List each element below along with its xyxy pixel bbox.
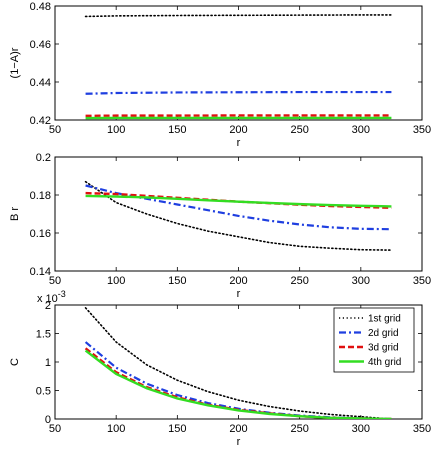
scale-exponent: -3	[58, 289, 66, 299]
x-tick-label: 150	[168, 423, 186, 435]
chart-panel-2: 50 100 150 200 250 300 350 0.14 0.16 0.18 0.2 r B r	[9, 152, 431, 300]
legend-entry: 1st grid	[368, 314, 401, 325]
y-tick-label: 0.48	[30, 1, 51, 13]
x-tick-label: 50	[49, 275, 61, 287]
x-tick-label: 200	[229, 423, 247, 435]
x-tick-label: 50	[49, 124, 61, 136]
x-tick-label: 100	[107, 423, 125, 435]
scale-base: x 10	[37, 293, 58, 305]
y-scale-factor: x 10-3	[37, 289, 66, 305]
x-tick-label: 100	[107, 124, 125, 136]
series-line-1	[84, 180, 393, 251]
series-line-1	[84, 14, 393, 18]
y-tick-label: 0.18	[30, 190, 51, 202]
series-line-2	[85, 90, 392, 95]
x-tick-label: 200	[229, 275, 247, 287]
series-line-1	[84, 307, 393, 419]
y-axis-label: C	[9, 358, 21, 366]
series-line-2	[85, 184, 392, 231]
legend-entry: 2d grid	[368, 328, 399, 339]
plot-frame	[54, 5, 423, 121]
y-axis-label: B r	[9, 207, 21, 221]
y-tick-label: 0.46	[30, 39, 51, 51]
x-tick-label: 250	[290, 124, 308, 136]
x-tick-label: 250	[290, 423, 308, 435]
x-tick-label: 50	[49, 423, 61, 435]
plot-frame	[54, 156, 423, 272]
y-tick-label: 0.42	[30, 115, 51, 127]
x-tick-label: 350	[413, 124, 431, 136]
x-tick-label: 350	[413, 423, 431, 435]
y-axis-label: (1−A)r	[9, 47, 21, 78]
x-axis-label: r	[237, 137, 241, 149]
x-tick-label: 300	[352, 124, 370, 136]
y-tick-label: 0	[45, 414, 51, 426]
legend: 1st grid 2d grid 3d grid 4th grid	[333, 307, 415, 373]
legend-entry: 4th grid	[368, 357, 401, 368]
y-tick-label: 1	[45, 357, 51, 369]
x-tick-label: 150	[168, 275, 186, 287]
series-line-4	[84, 349, 392, 419]
x-tick-label: 200	[229, 124, 247, 136]
chart-panel-1: 50 100 150 200 250 300 350 0.42 0.44 0.46 0.48 r (1−…	[9, 1, 431, 149]
chart-panel-3: 50 100 150 200 250 300 350 0 0.5 1 1.5 2 r Cx 10-3 1st…	[9, 289, 431, 448]
x-tick-label: 300	[352, 275, 370, 287]
y-tick-label: 0.5	[36, 386, 51, 398]
y-tick-label: 0.2	[36, 152, 51, 164]
x-tick-label: 300	[352, 423, 370, 435]
x-axis-label: r	[237, 288, 241, 300]
y-tick-label: 2	[45, 300, 51, 312]
y-tick-label: 1.5	[36, 329, 51, 341]
x-tick-label: 250	[290, 275, 308, 287]
y-tick-label: 0.16	[30, 228, 51, 240]
x-tick-label: 150	[168, 124, 186, 136]
x-tick-label: 350	[413, 275, 431, 287]
legend-entry: 3d grid	[368, 343, 399, 354]
y-tick-label: 0.14	[30, 266, 51, 278]
y-tick-label: 0.44	[30, 77, 51, 89]
x-tick-label: 100	[107, 275, 125, 287]
series-line-4	[85, 194, 392, 208]
x-axis-label: r	[237, 436, 241, 448]
